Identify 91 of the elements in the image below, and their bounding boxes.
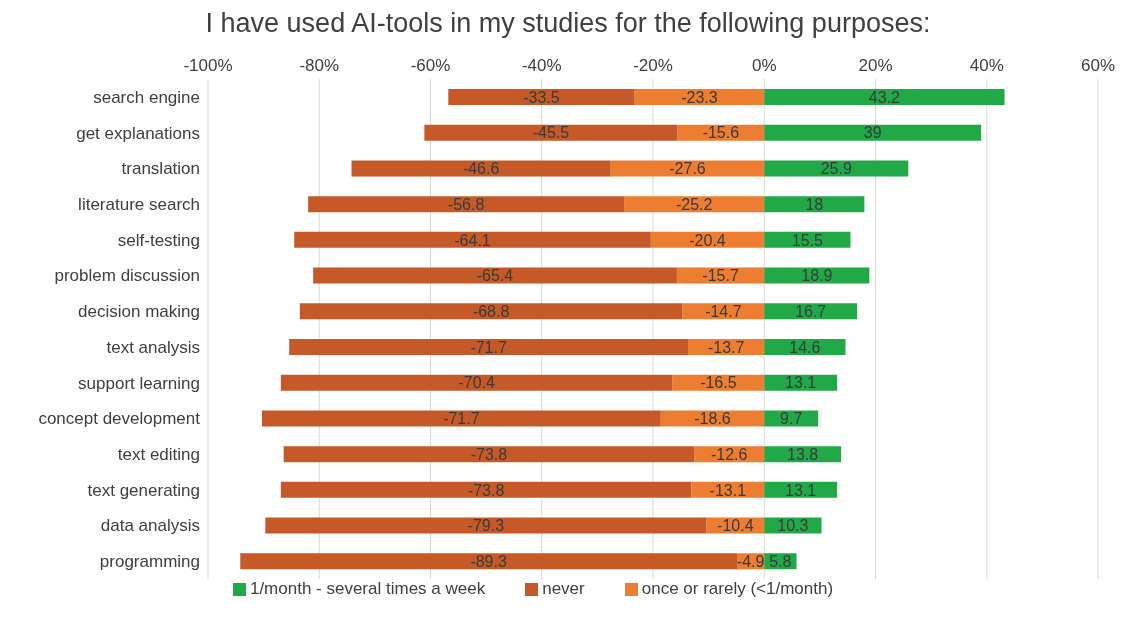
data-label: -64.1 [454,231,491,249]
legend-label: once or rarely (<1/month) [641,579,834,598]
x-tick-label: -60% [410,56,451,75]
y-tick-label: text analysis [106,337,200,357]
data-label: -13.7 [707,338,745,356]
bar [280,481,692,498]
y-tick-label: support learning [78,373,200,393]
y-tick-label: decision making [78,302,200,322]
data-label: -10.4 [717,517,754,535]
bar [424,124,678,141]
data-label: 18.9 [801,267,833,285]
data-label: -20.4 [689,231,726,249]
data-label: 5.8 [769,552,792,570]
y-tick-label: programming [99,552,200,572]
y-tick-label: concept development [38,409,201,429]
x-tick-label: -20% [633,56,673,75]
bar [261,410,661,427]
data-label: 10.3 [777,517,809,535]
data-label: -73.8 [467,481,505,499]
bar [308,196,625,213]
y-tick-label: translation [121,159,200,179]
data-label: 13.1 [785,481,817,499]
data-label: -70.4 [458,374,495,392]
legend-label: 1/month - several times a week [249,579,486,598]
bar [313,267,677,284]
bar [240,553,737,570]
y-tick-label: literature search [78,195,200,215]
data-label: -46.6 [462,160,500,178]
data-label: -71.7 [443,410,480,428]
y-tick-label: search engine [93,87,200,107]
bar [610,160,765,177]
bar [448,89,635,105]
data-label: 43.2 [868,88,901,106]
data-label: -18.6 [694,410,731,428]
data-label: -45.5 [532,124,570,142]
bar [280,374,673,391]
data-label: -13.1 [709,481,747,499]
data-label: -4.9 [736,552,765,570]
data-label: -73.8 [470,445,508,463]
x-tick-label: -80% [299,56,340,75]
bar [764,124,982,141]
data-label: -15.7 [702,267,739,285]
data-label: -79.3 [467,517,505,535]
data-label: -16.5 [700,374,737,392]
legend-label: never [542,579,585,598]
data-label: -68.8 [472,302,510,320]
data-label: 13.1 [785,374,817,392]
data-label: -89.3 [470,552,507,570]
bar [294,231,651,248]
bar [299,303,683,320]
bar [634,89,765,105]
x-tick-label: 40% [969,56,1004,75]
x-tick-label: 60% [1080,56,1116,75]
data-label: -15.6 [702,124,740,142]
x-tick-label: 0% [751,56,777,75]
x-tick-label: 20% [858,56,893,75]
data-label: -27.6 [669,160,706,178]
y-tick-label: data analysis [100,516,200,536]
data-label: -12.6 [710,445,748,463]
data-label: -65.4 [476,267,514,285]
bar [283,446,695,463]
bar [351,160,611,177]
data-label: 18 [805,195,824,213]
data-label: 25.9 [820,160,852,178]
y-tick-label: self-testing [117,230,200,250]
chart-title: I have used AI-tools in my studies for the following purposes: [204,8,932,39]
x-tick-label: -100% [183,56,233,75]
bar [764,89,1005,105]
bar [624,196,765,213]
bar [764,196,865,213]
data-label: 15.5 [791,231,824,249]
bar [289,339,689,355]
bar [764,160,909,177]
bar [265,517,707,534]
data-label: 13.8 [787,445,819,463]
data-label: -56.8 [447,195,485,213]
y-tick-label: text editing [117,445,200,465]
data-label: -33.5 [523,88,560,106]
data-label: 9.7 [780,410,803,428]
y-tick-label: text generating [87,480,200,500]
data-label: 16.7 [795,302,827,320]
y-tick-label: get explanations [76,123,200,143]
y-tick-label: problem discussion [54,266,200,286]
data-label: -71.7 [470,338,507,356]
data-label: -25.2 [675,195,713,213]
data-label: -14.7 [705,302,742,320]
data-label: -23.3 [681,88,718,106]
bar [764,303,858,320]
x-tick-label: -40% [521,56,562,75]
data-label: 14.6 [789,338,821,356]
data-label: 39 [863,124,882,142]
